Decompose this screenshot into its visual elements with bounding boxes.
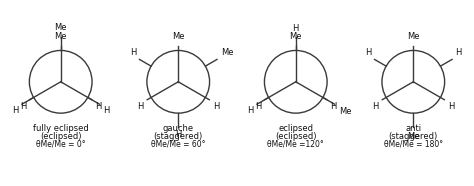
Text: θMe/Me =120°: θMe/Me =120°	[267, 140, 324, 148]
Text: H: H	[95, 102, 102, 111]
Text: θMe/Me = 60°: θMe/Me = 60°	[151, 140, 206, 148]
Text: H: H	[448, 102, 455, 111]
Text: eclipsed: eclipsed	[278, 124, 313, 133]
Text: Me: Me	[407, 132, 419, 141]
Text: H: H	[330, 102, 337, 111]
Text: H: H	[372, 102, 379, 111]
Text: Me: Me	[407, 32, 419, 41]
Text: H: H	[175, 131, 182, 140]
Text: Me: Me	[221, 48, 234, 57]
Text: Me: Me	[339, 107, 351, 116]
Text: Me: Me	[172, 32, 184, 41]
Text: Me: Me	[290, 32, 302, 41]
Text: fully eclipsed: fully eclipsed	[33, 124, 89, 133]
Text: θMe/Me = 0°: θMe/Me = 0°	[36, 140, 85, 148]
Text: (eclipsed): (eclipsed)	[40, 132, 82, 141]
Text: θMe/Me = 180°: θMe/Me = 180°	[384, 140, 443, 148]
Text: gauche: gauche	[163, 124, 194, 133]
Text: H: H	[19, 102, 26, 111]
Text: H: H	[213, 102, 219, 111]
Text: (eclipsed): (eclipsed)	[275, 132, 317, 141]
Text: H: H	[12, 106, 18, 115]
Text: H: H	[456, 49, 462, 57]
Text: H: H	[130, 49, 136, 57]
Text: H: H	[365, 49, 371, 57]
Text: Me: Me	[55, 23, 67, 32]
Text: anti: anti	[405, 124, 421, 133]
Text: (staggered): (staggered)	[389, 132, 438, 141]
Text: H: H	[255, 102, 261, 111]
Text: H: H	[247, 106, 254, 115]
Text: Me: Me	[55, 32, 67, 41]
Text: H: H	[292, 24, 299, 33]
Text: H: H	[103, 106, 109, 115]
Text: (staggered): (staggered)	[154, 132, 203, 141]
Text: H: H	[137, 102, 144, 111]
